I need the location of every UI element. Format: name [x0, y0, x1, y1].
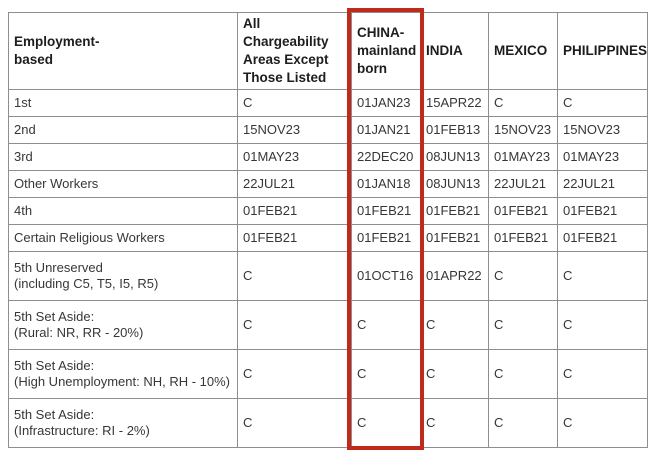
date-cell-all-chargeability-areas: 22JUL21 [237, 170, 352, 198]
table-row: 2nd 15NOV23 01JAN21 01FEB13 15NOV23 15NOV23 [8, 116, 648, 144]
date-cell-india: 15APR22 [420, 89, 489, 117]
date-cell-india: 08JUN13 [420, 143, 489, 171]
date-cell-china-mainland-born: C [351, 300, 421, 350]
table-row: 5th Set Aside: (High Unemployment: NH, R… [8, 349, 648, 399]
date-cell-all-chargeability-areas: C [237, 300, 352, 350]
table-header: Employment- based All Chargeability Areas… [8, 12, 648, 90]
date-cell-all-chargeability-areas: 01FEB21 [237, 224, 352, 252]
date-cell-mexico: 01FEB21 [488, 197, 558, 225]
date-cell-mexico: C [488, 349, 558, 399]
header-row: Employment- based All Chargeability Areas… [8, 12, 648, 90]
date-cell-china-mainland-born: C [351, 398, 421, 448]
row-category-label: 2nd [8, 116, 238, 144]
table-body: 1st C 01JAN23 15APR22 C C 2nd 15NOV23 01JAN21 01F… [8, 89, 648, 448]
row-category-label: 1st [8, 89, 238, 117]
date-cell-philippines: 01MAY23 [557, 143, 648, 171]
date-cell-india: C [420, 349, 489, 399]
date-cell-mexico: C [488, 300, 558, 350]
date-cell-philippines: C [557, 89, 648, 117]
table-row: 5th Set Aside: (Rural: NR, RR - 20%) C C C C… [8, 300, 648, 350]
date-cell-mexico: 01MAY23 [488, 143, 558, 171]
employment-based-final-action-dates-table: Employment- based All Chargeability Areas… [8, 12, 648, 448]
date-cell-india: C [420, 398, 489, 448]
column-header-all-chargeability-areas: All Chargeability Areas Except Those Lis… [237, 12, 352, 90]
date-cell-india: 01FEB13 [420, 116, 489, 144]
date-cell-mexico: 22JUL21 [488, 170, 558, 198]
date-cell-mexico: 01FEB21 [488, 224, 558, 252]
date-cell-philippines: 01FEB21 [557, 197, 648, 225]
date-cell-philippines: C [557, 251, 648, 301]
date-cell-all-chargeability-areas: C [237, 251, 352, 301]
date-cell-all-chargeability-areas: C [237, 349, 352, 399]
date-cell-china-mainland-born: C [351, 349, 421, 399]
column-header-india: INDIA [420, 12, 489, 90]
date-cell-china-mainland-born: 01JAN18 [351, 170, 421, 198]
date-cell-mexico: C [488, 89, 558, 117]
date-cell-all-chargeability-areas: C [237, 398, 352, 448]
date-cell-philippines: C [557, 398, 648, 448]
date-cell-india: C [420, 300, 489, 350]
date-cell-china-mainland-born: 01FEB21 [351, 197, 421, 225]
date-cell-india: 01FEB21 [420, 224, 489, 252]
date-cell-india: 01APR22 [420, 251, 489, 301]
table-row: Other Workers 22JUL21 01JAN18 08JUN13 22JUL2… [8, 170, 648, 198]
row-category-label: Other Workers [8, 170, 238, 198]
column-header-mexico: MEXICO [488, 12, 558, 90]
table-row: 5th Unreserved (including C5, T5, I5, R5… [8, 251, 648, 301]
row-category-label: 5th Set Aside: (Rural: NR, RR - 20%) [8, 300, 238, 350]
row-category-label: 4th [8, 197, 238, 225]
row-category-label: 5th Unreserved (including C5, T5, I5, R5… [8, 251, 238, 301]
row-category-label: 5th Set Aside: (Infrastructure: RI - 2%) [8, 398, 238, 448]
date-cell-mexico: C [488, 398, 558, 448]
date-cell-india: 08JUN13 [420, 170, 489, 198]
column-header-employment-based: Employment- based [8, 12, 238, 90]
date-cell-china-mainland-born: 22DEC20 [351, 143, 421, 171]
date-cell-china-mainland-born: 01OCT16 [351, 251, 421, 301]
date-cell-all-chargeability-areas: 01FEB21 [237, 197, 352, 225]
table-row: 5th Set Aside: (Infrastructure: RI - 2%)… [8, 398, 648, 448]
column-header-china-mainland-born: CHINA- mainland born [351, 12, 421, 90]
date-cell-philippines: C [557, 349, 648, 399]
date-cell-philippines: 22JUL21 [557, 170, 648, 198]
row-category-label: 5th Set Aside: (High Unemployment: NH, R… [8, 349, 238, 399]
date-cell-philippines: C [557, 300, 648, 350]
date-cell-china-mainland-born: 01JAN23 [351, 89, 421, 117]
date-cell-india: 01FEB21 [420, 197, 489, 225]
date-cell-china-mainland-born: 01JAN21 [351, 116, 421, 144]
date-cell-philippines: 15NOV23 [557, 116, 648, 144]
table-row: Certain Religious Workers 01FEB21 01FEB21 0… [8, 224, 648, 252]
date-cell-all-chargeability-areas: C [237, 89, 352, 117]
date-cell-philippines: 01FEB21 [557, 224, 648, 252]
date-cell-all-chargeability-areas: 15NOV23 [237, 116, 352, 144]
table-row: 3rd 01MAY23 22DEC20 08JUN13 01MAY23 01MAY23 [8, 143, 648, 171]
table-row: 1st C 01JAN23 15APR22 C C [8, 89, 648, 117]
row-category-label: Certain Religious Workers [8, 224, 238, 252]
column-header-philippines: PHILIPPINES [557, 12, 648, 90]
date-cell-china-mainland-born: 01FEB21 [351, 224, 421, 252]
table-row: 4th 01FEB21 01FEB21 01FEB21 01FEB21 01FEB21 [8, 197, 648, 225]
date-cell-all-chargeability-areas: 01MAY23 [237, 143, 352, 171]
row-category-label: 3rd [8, 143, 238, 171]
date-cell-mexico: 15NOV23 [488, 116, 558, 144]
date-cell-mexico: C [488, 251, 558, 301]
